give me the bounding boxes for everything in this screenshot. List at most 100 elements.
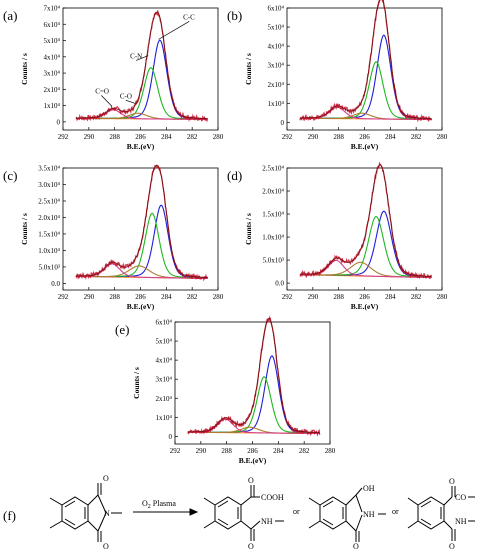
y-tick-label: 6x10⁴: [156, 319, 173, 327]
annotation-C-O: C-O: [120, 92, 132, 100]
y-tick-label: 3x10⁴: [44, 70, 61, 78]
x-tick-label: 286: [359, 293, 370, 301]
x-tick-label: 290: [84, 293, 95, 301]
y-tick-label: 2.5x10⁴: [262, 165, 284, 173]
x-tick-label: 288: [109, 133, 120, 141]
y-tick-label: 4x10⁴: [156, 357, 173, 365]
y-tick-label: 1.0x10⁴: [38, 247, 60, 255]
product-hydroxy-imide: OH NH O: [308, 484, 386, 550]
y-tick-label: 1.5x10⁴: [38, 230, 60, 238]
annotation-arrow: [125, 99, 136, 104]
x-tick-label: 282: [187, 293, 198, 301]
svg-text:COOH: COOH: [261, 493, 284, 502]
plot-frame: [62, 167, 219, 291]
y-tick-label: 0.0: [275, 280, 284, 288]
component-curve-C-N: [75, 212, 208, 279]
x-tick-label: 282: [187, 133, 198, 141]
x-tick-label: 280: [437, 133, 448, 141]
x-tick-label: 286: [359, 133, 370, 141]
svg-text:NH: NH: [261, 517, 273, 526]
y-tick-label: 2.0x10⁴: [38, 214, 60, 222]
envelope-curve: [299, 0, 432, 120]
raw-data-curve: [187, 315, 321, 437]
x-tick-label: 292: [58, 133, 69, 141]
y-tick-label: 2x10⁴: [156, 395, 173, 403]
svg-text:O: O: [103, 474, 109, 483]
x-tick-label: 290: [308, 133, 319, 141]
x-tick-label: 288: [109, 293, 120, 301]
chart-panel-b: 292 290 288 286 284 282 280 0 1x10⁴ 2x10⁴ 3x10⁴ 4x1…: [227, 0, 448, 151]
x-tick-label: 286: [135, 293, 146, 301]
annotation-C=O: C=O: [95, 87, 109, 95]
plot-frame: [174, 321, 331, 445]
y-tick-label: 0: [281, 119, 285, 127]
y-tick-label: 5x10⁴: [268, 24, 285, 32]
svg-text:O: O: [103, 542, 109, 550]
y-tick-label: 0: [169, 433, 173, 441]
svg-text:OH: OH: [363, 484, 375, 493]
y-tick-label: 1.5x10⁴: [262, 211, 284, 219]
y-tick-label: 5.0x10³: [263, 257, 284, 265]
y-tick-label: 6x10⁴: [44, 21, 61, 29]
panel-label: (b): [227, 8, 242, 23]
envelope-curve: [299, 164, 432, 278]
raw-data-curve: [299, 0, 433, 123]
x-tick-label: 284: [385, 293, 396, 301]
x-tick-label: 290: [308, 293, 319, 301]
component-curve-C=O: [299, 106, 432, 121]
x-tick-label: 288: [221, 447, 232, 455]
y-tick-label: 5x10⁴: [156, 338, 173, 346]
svg-text:CO: CO: [455, 493, 466, 502]
chart-panel-d: 292 290 288 286 284 282 280 0.0 5.0x10³ 1.0x10⁴ 1.…: [227, 161, 448, 311]
y-tick-label: 5x10⁴: [44, 37, 61, 45]
y-tick-label: 4x10⁴: [44, 53, 61, 61]
svg-text:NH: NH: [455, 517, 467, 526]
svg-text:N: N: [104, 509, 110, 518]
component-curve-C-C: [299, 210, 432, 278]
x-tick-label: 280: [213, 293, 224, 301]
panel-label: (d): [227, 168, 242, 183]
x-axis-label: B.E.(eV): [127, 142, 155, 151]
y-tick-label: 2.5x10⁴: [38, 197, 60, 205]
y-tick-label: 5.0x10³: [39, 263, 60, 271]
y-tick-label: 2x10⁴: [268, 81, 285, 89]
x-tick-label: 284: [385, 133, 396, 141]
y-tick-label: 1x10⁴: [156, 414, 173, 422]
y-tick-label: 2.0x10⁴: [262, 188, 284, 196]
annotation-C-C: C-C: [183, 13, 195, 21]
y-axis-label: Counts / s: [244, 53, 253, 85]
x-tick-label: 288: [333, 293, 344, 301]
annotation-arrow: [158, 21, 190, 40]
y-tick-label: 0.0: [51, 280, 60, 288]
svg-text:NH: NH: [363, 510, 375, 519]
envelope-curve: [187, 317, 320, 434]
annotation-arrow: [101, 95, 113, 107]
x-tick-label: 290: [196, 447, 207, 455]
plot-frame: [62, 7, 219, 131]
y-axis-label: Counts / s: [20, 53, 29, 85]
x-tick-label: 284: [161, 293, 172, 301]
x-tick-label: 284: [273, 447, 284, 455]
envelope-curve: [75, 164, 208, 279]
raw-data-curve: [75, 10, 209, 122]
panel-label: (c): [3, 168, 17, 183]
x-axis-label: B.E.(eV): [127, 302, 155, 311]
svg-text:O: O: [449, 477, 455, 486]
or-text-1: or: [293, 507, 300, 516]
reaction-scheme: (f) O O N O2 Plasma: [3, 474, 475, 550]
raw-data-curve: [75, 164, 209, 282]
y-tick-label: 3x10⁴: [268, 62, 285, 70]
or-text-2: or: [392, 507, 399, 516]
x-tick-label: 282: [299, 447, 310, 455]
y-tick-label: 2x10⁴: [44, 86, 61, 94]
product-ester-amide: O O CO NH: [407, 477, 475, 550]
annotation-C-N: C-N: [130, 52, 142, 60]
reaction-arrow: O2 Plasma: [133, 499, 199, 516]
x-tick-label: 292: [58, 293, 69, 301]
x-axis-label: B.E.(eV): [239, 456, 267, 465]
product-acid-amide: O O COOH NH: [203, 476, 284, 550]
component-curve-C-C: [187, 355, 320, 434]
y-tick-label: 0: [57, 118, 61, 126]
y-tick-label: 3.0x10⁴: [38, 181, 60, 189]
